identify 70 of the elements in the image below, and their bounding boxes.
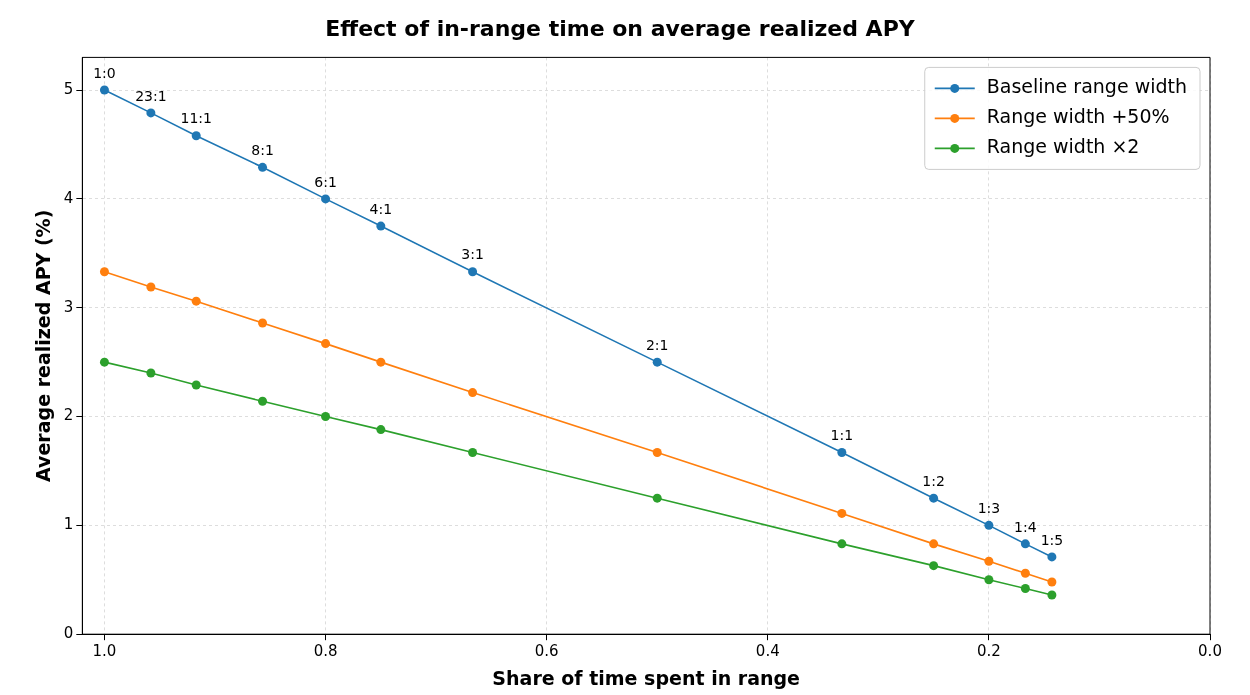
point [146, 282, 156, 292]
point [146, 368, 156, 378]
point [1020, 583, 1030, 593]
point [1047, 590, 1057, 600]
point [99, 267, 109, 277]
point [1047, 577, 1057, 587]
y-tick-label: 1 [63, 515, 74, 534]
y-tick-label: 5 [63, 79, 74, 98]
legend-label: Range width +50% [986, 105, 1170, 128]
point [984, 520, 994, 530]
annotation: 4:1 [369, 200, 393, 217]
legend-label: Range width ×2 [986, 135, 1140, 158]
point [258, 162, 268, 172]
annotation: 1:4 [1014, 518, 1037, 535]
point [837, 539, 847, 549]
point [929, 539, 939, 549]
annotation: 23:1 [135, 87, 167, 104]
point [652, 493, 662, 503]
point [376, 357, 386, 367]
point [984, 556, 994, 566]
legend-label: Baseline range width [986, 75, 1188, 98]
point [376, 425, 386, 435]
point [376, 221, 386, 231]
y-tick-label: 0 [63, 624, 74, 643]
point [468, 388, 478, 398]
point [929, 561, 939, 571]
annotation: 1:3 [977, 500, 1001, 517]
point [1020, 539, 1030, 549]
annotation: 2:1 [645, 336, 669, 353]
point [258, 396, 268, 406]
point [258, 318, 268, 328]
point [99, 357, 109, 367]
point [146, 108, 156, 118]
x-tick-label: 0.8 [313, 642, 338, 661]
point [191, 380, 201, 390]
x-tick-label: 0.2 [976, 642, 1001, 661]
x-tick-label: 0.4 [755, 642, 780, 661]
point [321, 194, 331, 204]
annotation: 1:2 [922, 472, 945, 489]
y-tick-label: 4 [63, 188, 74, 207]
annotation: 11:1 [180, 110, 212, 127]
point [321, 412, 331, 422]
point [837, 447, 847, 457]
point [984, 575, 994, 585]
y-axis-title: Average realized APY (%) [32, 209, 55, 482]
point [468, 447, 478, 457]
point [99, 85, 109, 95]
point [929, 493, 939, 503]
annotation: 1:5 [1040, 531, 1064, 548]
point [191, 296, 201, 306]
point [652, 357, 662, 367]
point [468, 267, 478, 277]
x-tick-label: 0.6 [534, 642, 559, 661]
annotation: 6:1 [314, 173, 337, 190]
annotation: 1:1 [830, 427, 854, 444]
point [1047, 552, 1057, 562]
y-tick-label: 3 [63, 297, 74, 316]
y-tick-label: 2 [63, 406, 74, 425]
point [1020, 568, 1030, 578]
annotation: 8:1 [251, 141, 274, 158]
point [321, 339, 331, 349]
point [652, 447, 662, 457]
chart-title: Effect of in-range time on average realized APY [325, 15, 916, 41]
x-tick-label: 0.0 [1198, 642, 1222, 661]
point [191, 131, 201, 141]
x-axis-title: Share of time spent in range [492, 666, 800, 689]
annotation: 3:1 [461, 246, 484, 263]
x-tick-label: 1.0 [92, 642, 117, 661]
annotation: 1:0 [93, 64, 116, 81]
point [837, 508, 847, 518]
